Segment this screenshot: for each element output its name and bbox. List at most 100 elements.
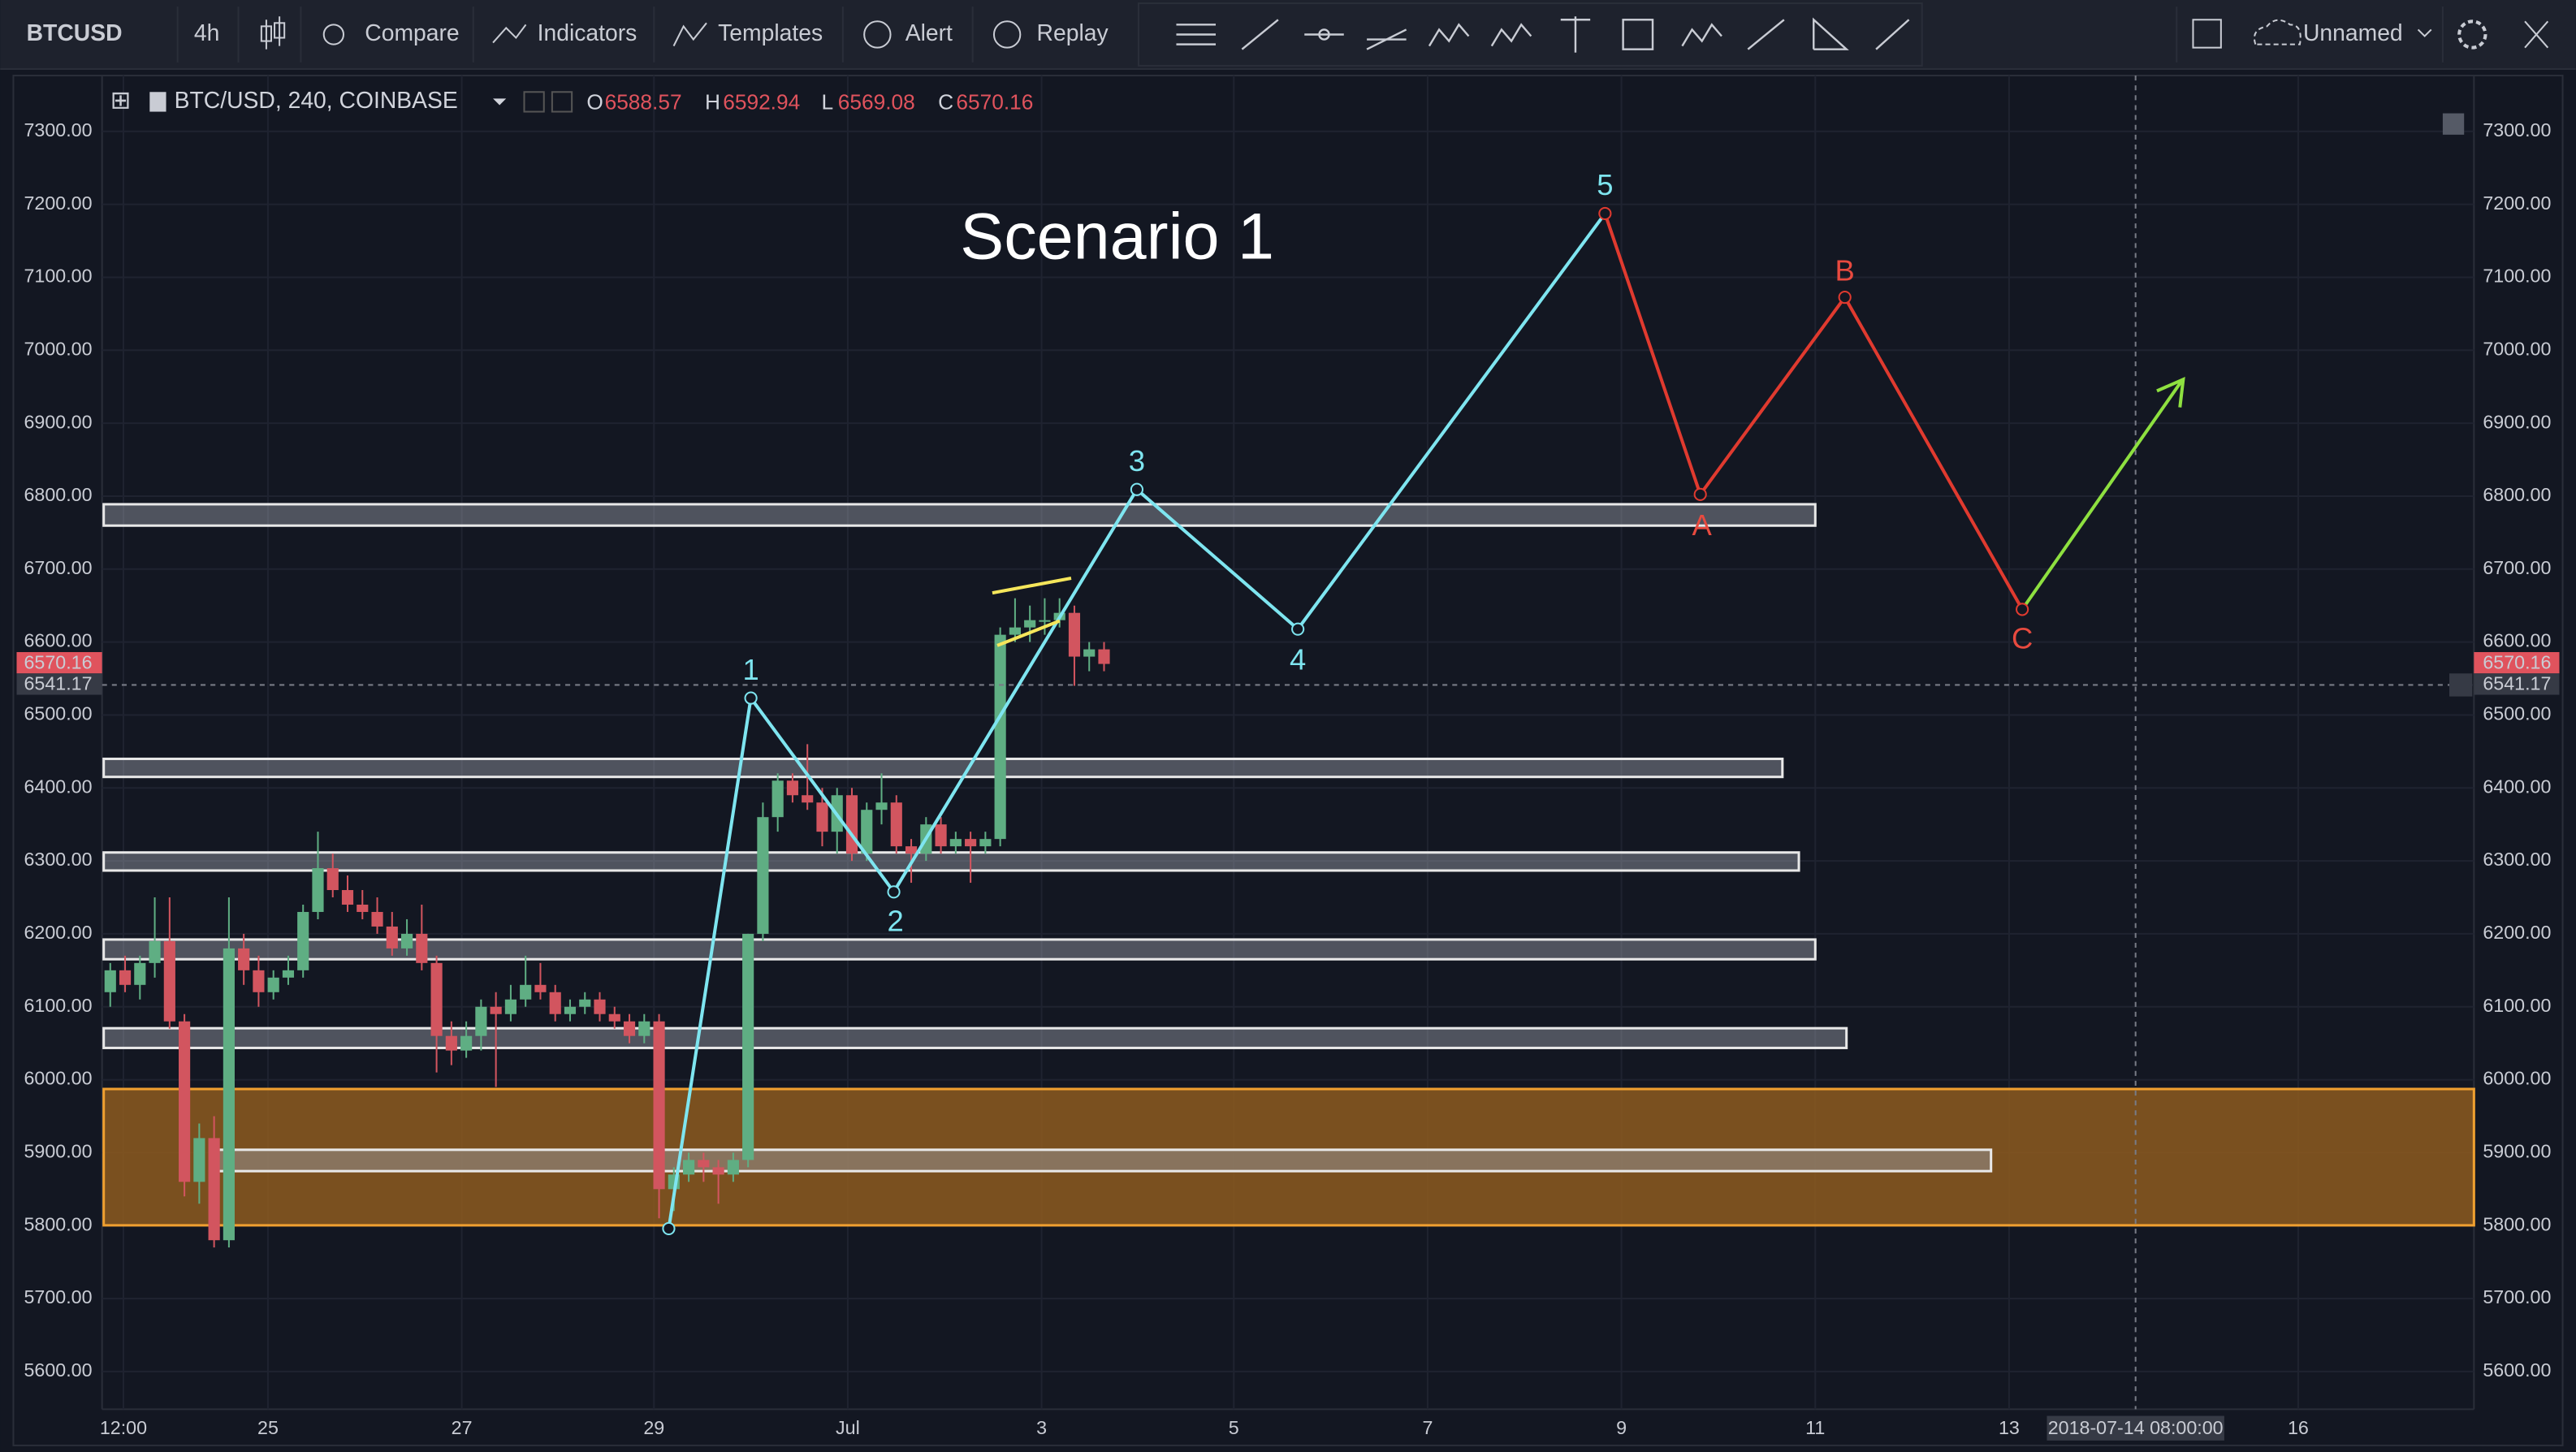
y-tick-label: 6300.00 xyxy=(24,849,92,870)
legend-dropdown[interactable] xyxy=(493,98,507,106)
y-tick-label: 5600.00 xyxy=(24,1359,92,1381)
zone xyxy=(102,757,1784,779)
y-tick-label: 6300.00 xyxy=(2483,849,2551,870)
wave-label: 4 xyxy=(1290,643,1306,676)
x-tick-label: 27 xyxy=(452,1417,473,1438)
candle-body xyxy=(979,839,992,847)
cursor-price: 6541.17 xyxy=(24,673,92,694)
cursor-time-tag xyxy=(2047,1415,2224,1441)
legend-toggle[interactable]: ⊞ xyxy=(110,87,131,114)
fullscreen-toggle[interactable] xyxy=(2192,19,2222,49)
cursor-price-tag xyxy=(16,673,102,695)
y-tick-label: 5900.00 xyxy=(24,1141,92,1162)
candle-icon[interactable] xyxy=(260,16,286,50)
candle-body xyxy=(802,795,814,803)
candle-body xyxy=(549,992,561,1014)
candle-body xyxy=(223,948,235,1241)
ohlc-value: 6592.94 xyxy=(723,89,800,114)
time-axis: 12:00 25 27 29 Jul 3 5 7 9 11 13 16 xyxy=(100,1417,2309,1438)
compare-button[interactable]: Compare xyxy=(365,19,459,45)
interval[interactable]: 4h xyxy=(194,19,219,45)
layout-name[interactable]: Unnamed xyxy=(2303,19,2403,45)
legend-icon[interactable] xyxy=(523,91,545,113)
correction-points xyxy=(1598,206,2029,616)
add-button[interactable] xyxy=(2448,673,2473,697)
candle-body xyxy=(861,810,873,854)
candle-body xyxy=(386,926,398,949)
tool-icon[interactable] xyxy=(1747,19,1785,50)
ohlc-label: H xyxy=(705,89,720,114)
tool-icon[interactable] xyxy=(1681,23,1722,47)
templates-icon[interactable] xyxy=(672,22,707,47)
candle-body xyxy=(772,780,784,818)
tool-icon[interactable] xyxy=(1490,23,1532,47)
replay-icon[interactable] xyxy=(992,20,1022,49)
legend-icon[interactable] xyxy=(551,91,573,113)
tool-icon[interactable] xyxy=(1241,19,1279,50)
scroll-button[interactable] xyxy=(2442,113,2465,135)
x-tick-label: 9 xyxy=(1616,1417,1627,1438)
indicators-button[interactable]: Indicators xyxy=(538,19,638,45)
y-tick-label: 6500.00 xyxy=(2483,703,2551,724)
tool-icon[interactable] xyxy=(1813,17,1849,50)
maximize-button[interactable] xyxy=(2524,20,2549,49)
y-tick-label: 6100.00 xyxy=(2483,995,2551,1016)
ohlc-value: 6588.57 xyxy=(605,89,682,114)
candle-body xyxy=(638,1021,650,1036)
correction-label: A xyxy=(1692,508,1713,542)
candle-body xyxy=(267,977,279,992)
legend-title[interactable]: BTC/USD, 240, COINBASE xyxy=(175,87,458,113)
y-tick-label: 6800.00 xyxy=(24,484,92,505)
impulse-wave xyxy=(667,212,1606,1229)
wave-label: 5 xyxy=(1597,168,1613,201)
y-tick-label: 6600.00 xyxy=(2483,630,2551,651)
candle-body xyxy=(208,1138,220,1241)
cursor-price: 6541.17 xyxy=(2483,673,2551,694)
symbol-icon xyxy=(149,92,166,112)
tool-icon[interactable] xyxy=(1622,19,1654,50)
candle-body xyxy=(683,1160,695,1175)
layout-dropdown[interactable] xyxy=(2417,28,2432,37)
indicators-icon[interactable] xyxy=(492,24,527,44)
candle-body xyxy=(1068,612,1081,657)
cloud-icon[interactable] xyxy=(2253,19,2302,45)
candle-body xyxy=(282,970,295,978)
alert-button[interactable]: Alert xyxy=(905,19,953,45)
zone xyxy=(212,1148,1993,1173)
toolbar-separators xyxy=(176,6,2444,63)
tool-icon[interactable] xyxy=(1428,23,1470,47)
scenario-title: Scenario 1 xyxy=(960,201,1274,274)
zone xyxy=(102,851,1800,872)
candle-body xyxy=(104,970,116,992)
y-tick-label: 6800.00 xyxy=(2483,484,2551,505)
candle-body xyxy=(816,802,828,832)
y-tick-label: 6200.00 xyxy=(2483,922,2551,943)
candle-body xyxy=(994,634,1006,840)
y-tick-label: 6900.00 xyxy=(24,411,92,432)
y-tick-label: 7000.00 xyxy=(2483,338,2551,359)
candle-body xyxy=(727,1160,739,1175)
compare-icon[interactable] xyxy=(322,24,345,45)
candle-body xyxy=(786,780,799,796)
x-tick-label: Jul xyxy=(836,1417,860,1438)
y-tick-label: 6100.00 xyxy=(24,995,92,1016)
flag-line xyxy=(996,619,1061,647)
settings-button[interactable] xyxy=(2457,19,2487,50)
templates-button[interactable]: Templates xyxy=(718,19,823,45)
y-tick-label: 6900.00 xyxy=(2483,411,2551,432)
candle-body xyxy=(357,904,369,912)
last-price-tag xyxy=(2474,651,2560,674)
y-tick-label: 6700.00 xyxy=(24,557,92,578)
candle-body xyxy=(504,999,516,1014)
ohlc-value: 6569.08 xyxy=(838,89,915,114)
alert-icon[interactable] xyxy=(863,20,892,49)
demand-zone xyxy=(102,1087,2475,1227)
symbol[interactable]: BTCUSD xyxy=(27,19,123,45)
tool-icon[interactable] xyxy=(1875,19,1910,50)
candle-body xyxy=(698,1160,710,1168)
candle-body xyxy=(416,933,428,963)
candle-body xyxy=(371,911,383,927)
candle-body xyxy=(623,1021,636,1036)
candle-body xyxy=(1024,620,1036,628)
replay-button[interactable]: Replay xyxy=(1037,19,1109,45)
